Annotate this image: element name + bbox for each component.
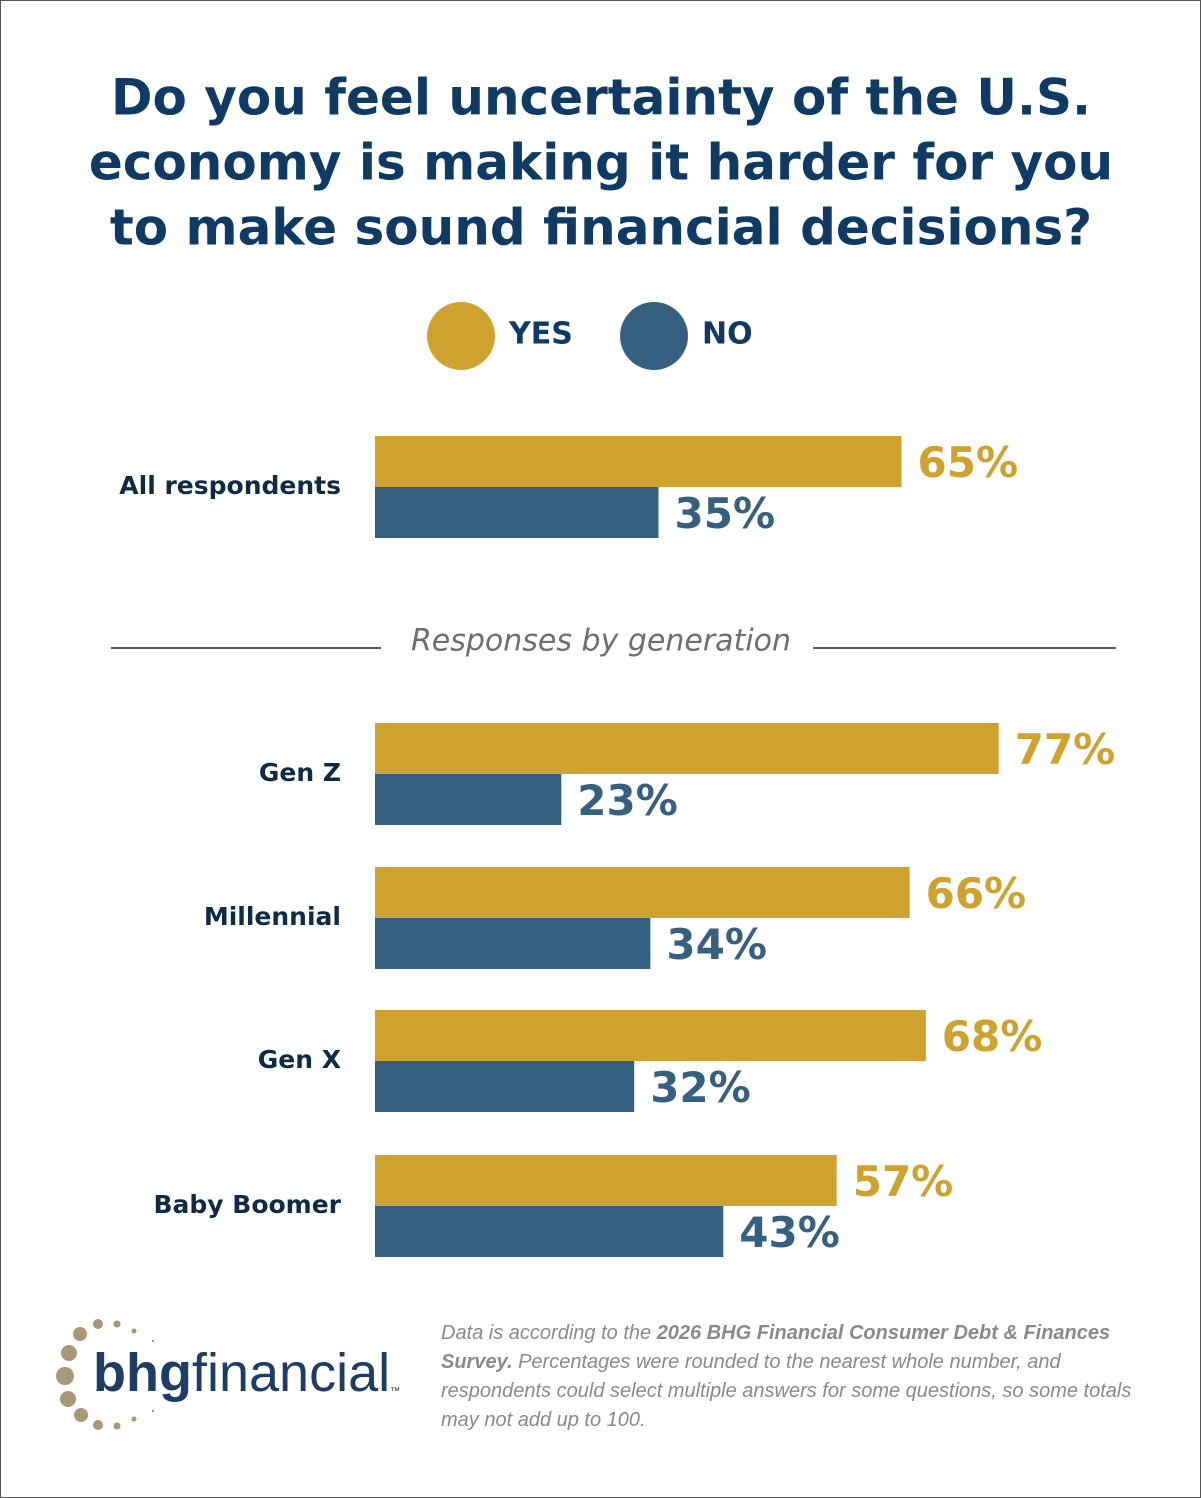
logo: bhgfinancial™ — [93, 1343, 400, 1403]
value-label: 34% — [666, 920, 767, 969]
logo-light: financial — [192, 1343, 390, 1403]
title-line: economy is making it harder for you — [89, 134, 1113, 192]
category-label: Baby Boomer — [153, 1190, 341, 1219]
logo-mark: ™ — [390, 1386, 400, 1397]
bar — [375, 774, 562, 825]
value-label: 32% — [650, 1063, 751, 1112]
value-label: 35% — [675, 489, 776, 538]
legend-label: YES — [508, 317, 573, 352]
section-label: Responses by generation — [411, 624, 791, 659]
value-label: 23% — [577, 776, 678, 825]
category-label: Millennial — [204, 902, 341, 931]
bar — [375, 1061, 635, 1112]
legend-swatch — [620, 302, 688, 370]
legend-label: NO — [702, 317, 753, 352]
bar — [375, 1010, 926, 1061]
category-label: Gen Z — [259, 758, 341, 787]
category-label: Gen X — [258, 1045, 341, 1074]
footnote-text: Data is according to the — [441, 1322, 657, 1344]
bar — [375, 723, 999, 774]
bar — [375, 867, 910, 918]
logo-dots — [56, 1319, 155, 1430]
bar — [375, 487, 659, 538]
category-label: All respondents — [119, 471, 341, 500]
value-label: 66% — [926, 869, 1027, 918]
title-line: Do you feel uncertainty of the U.S. — [111, 69, 1091, 127]
bar — [375, 436, 902, 487]
value-label: 57% — [853, 1157, 954, 1206]
footnote-text: Percentages were rounded to the nearest … — [441, 1351, 1132, 1431]
value-label: 68% — [942, 1012, 1043, 1061]
bar — [375, 918, 651, 969]
title-line: to make sound financial decisions? — [110, 199, 1092, 257]
value-label: 43% — [739, 1208, 840, 1257]
footnote-source: 2026 BHG Financial Consumer Debt & Finan… — [441, 1322, 1111, 1373]
bar — [375, 1206, 724, 1257]
footnote: Data is according to the 2026 BHG Financ… — [441, 1319, 1151, 1435]
bar — [375, 1155, 837, 1206]
value-label: 77% — [1015, 725, 1116, 774]
value-label: 65% — [918, 438, 1019, 487]
legend-swatch — [427, 302, 495, 370]
logo-bold: bhg — [93, 1343, 192, 1403]
